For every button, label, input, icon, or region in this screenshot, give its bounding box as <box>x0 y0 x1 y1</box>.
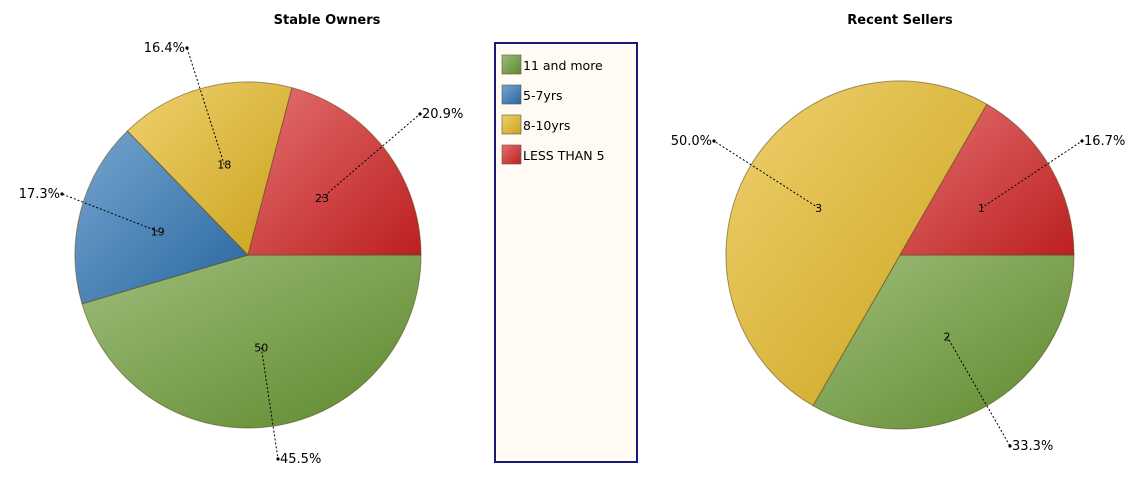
legend-swatch-11-and-more <box>501 54 522 75</box>
value-label-recent-sellers-8-10yrs: 3 <box>815 202 822 215</box>
legend-label-5-7yrs: 5-7yrs <box>523 88 562 103</box>
percent-label-stable-owners-11-and-more: 45.5% <box>280 452 321 467</box>
leader-dot-recent-sellers-less-than-5 <box>1080 139 1084 143</box>
legend-label-11-and-more: 11 and more <box>523 58 603 73</box>
leader-line-recent-sellers-11-and-more <box>946 336 1011 447</box>
pie-slice-stable-owners-less-than-5[interactable] <box>247 87 422 256</box>
pie-slice-stable-owners-8-10yrs[interactable] <box>126 81 293 256</box>
leader-line-recent-sellers-8-10yrs <box>713 140 819 209</box>
leader-dot-stable-owners-less-than-5 <box>418 112 422 116</box>
percent-label-stable-owners-less-than-5: 20.9% <box>422 107 463 122</box>
value-label-stable-owners-11-and-more: 50 <box>254 341 268 354</box>
legend-label-8-10yrs: 8-10yrs <box>523 118 570 133</box>
leader-line-stable-owners-11-and-more <box>260 347 279 460</box>
legend-swatch-less-than-5 <box>501 144 522 165</box>
leader-line-stable-owners-5-7yrs <box>61 193 158 232</box>
legend-swatch-8-10yrs <box>501 114 522 135</box>
pie-slice-stable-owners-5-7yrs[interactable] <box>74 130 249 305</box>
percent-label-recent-sellers-11-and-more: 33.3% <box>1012 439 1053 454</box>
pie-stable-owners: 45.5% 50 17.3% 19 16.4% 18 20.9% 23 <box>19 41 464 467</box>
leader-line-stable-owners-8-10yrs <box>186 47 225 165</box>
value-label-stable-owners-8-10yrs: 18 <box>217 159 231 172</box>
value-label-stable-owners-5-7yrs: 19 <box>151 225 165 238</box>
legend-swatch-5-7yrs <box>501 84 522 105</box>
leader-dot-stable-owners-5-7yrs <box>60 192 64 196</box>
pie-slice-recent-sellers-8-10yrs[interactable] <box>725 80 988 407</box>
chart-title-recent-sellers: Recent Sellers <box>847 13 953 28</box>
value-label-recent-sellers-less-than-5: 1 <box>978 202 985 215</box>
percent-label-recent-sellers-less-than-5: 16.7% <box>1084 134 1125 149</box>
percent-label-stable-owners-8-10yrs: 16.4% <box>144 41 185 56</box>
leader-dot-recent-sellers-8-10yrs <box>712 139 716 143</box>
value-label-stable-owners-less-than-5: 23 <box>315 192 329 205</box>
value-label-recent-sellers-11-and-more: 2 <box>943 330 950 343</box>
legend-label-less-than-5: LESS THAN 5 <box>523 148 605 163</box>
chart-title-stable-owners: Stable Owners <box>274 13 381 28</box>
pie-slice-recent-sellers-less-than-5[interactable] <box>899 103 1075 256</box>
leader-dot-stable-owners-11-and-more <box>276 457 280 461</box>
legend-box <box>494 42 638 463</box>
pie-slice-stable-owners-11-and-more[interactable] <box>81 254 422 429</box>
leader-dot-recent-sellers-11-and-more <box>1008 444 1012 448</box>
leader-line-stable-owners-less-than-5 <box>321 113 421 199</box>
pie-recent-sellers: 33.3% 2 50.0% 3 16.7% 1 <box>671 80 1125 454</box>
percent-label-recent-sellers-8-10yrs: 50.0% <box>671 134 712 149</box>
percent-label-stable-owners-5-7yrs: 17.3% <box>19 187 60 202</box>
legend: 11 and more 5-7yrs 8-10yrs LESS THAN 5 <box>494 42 638 463</box>
leader-dot-stable-owners-8-10yrs <box>185 46 189 50</box>
leader-line-recent-sellers-less-than-5 <box>981 140 1083 209</box>
